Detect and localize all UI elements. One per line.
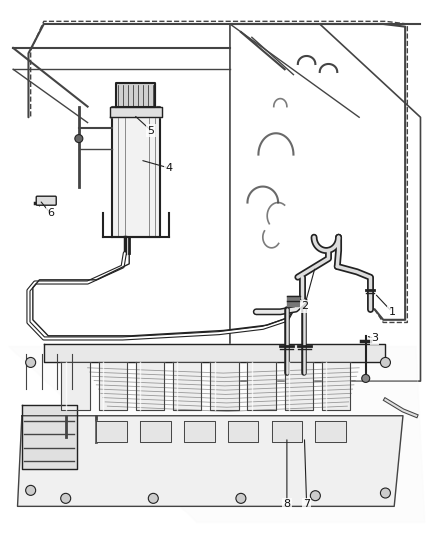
Text: 3: 3	[371, 334, 378, 343]
Polygon shape	[184, 421, 215, 442]
Polygon shape	[247, 362, 276, 410]
Polygon shape	[44, 344, 385, 362]
Circle shape	[148, 494, 158, 503]
Polygon shape	[96, 421, 127, 442]
Circle shape	[26, 486, 35, 495]
Polygon shape	[173, 362, 201, 410]
Text: 4: 4	[165, 163, 172, 173]
Text: 2: 2	[301, 302, 308, 311]
Polygon shape	[18, 416, 403, 506]
Circle shape	[236, 494, 246, 503]
Polygon shape	[99, 362, 127, 410]
Polygon shape	[228, 421, 258, 442]
Circle shape	[381, 358, 390, 367]
Text: 6: 6	[47, 208, 54, 218]
Polygon shape	[136, 362, 164, 410]
FancyBboxPatch shape	[36, 196, 56, 205]
Circle shape	[311, 491, 320, 500]
Polygon shape	[210, 362, 239, 410]
Polygon shape	[140, 421, 171, 442]
Polygon shape	[272, 421, 302, 442]
Text: 7: 7	[303, 499, 310, 508]
Polygon shape	[116, 83, 155, 107]
Text: 5: 5	[148, 126, 155, 135]
Text: 1: 1	[389, 307, 396, 317]
Circle shape	[75, 134, 83, 143]
Bar	[287, 296, 299, 306]
Circle shape	[362, 374, 370, 383]
Polygon shape	[285, 362, 313, 410]
Polygon shape	[22, 405, 77, 469]
Circle shape	[26, 358, 35, 367]
Polygon shape	[9, 346, 425, 522]
Polygon shape	[322, 362, 350, 410]
Circle shape	[381, 488, 390, 498]
Polygon shape	[315, 421, 346, 442]
Text: 8: 8	[283, 499, 290, 508]
Circle shape	[61, 494, 71, 503]
Polygon shape	[112, 107, 160, 237]
Polygon shape	[110, 107, 162, 117]
Polygon shape	[61, 362, 90, 410]
